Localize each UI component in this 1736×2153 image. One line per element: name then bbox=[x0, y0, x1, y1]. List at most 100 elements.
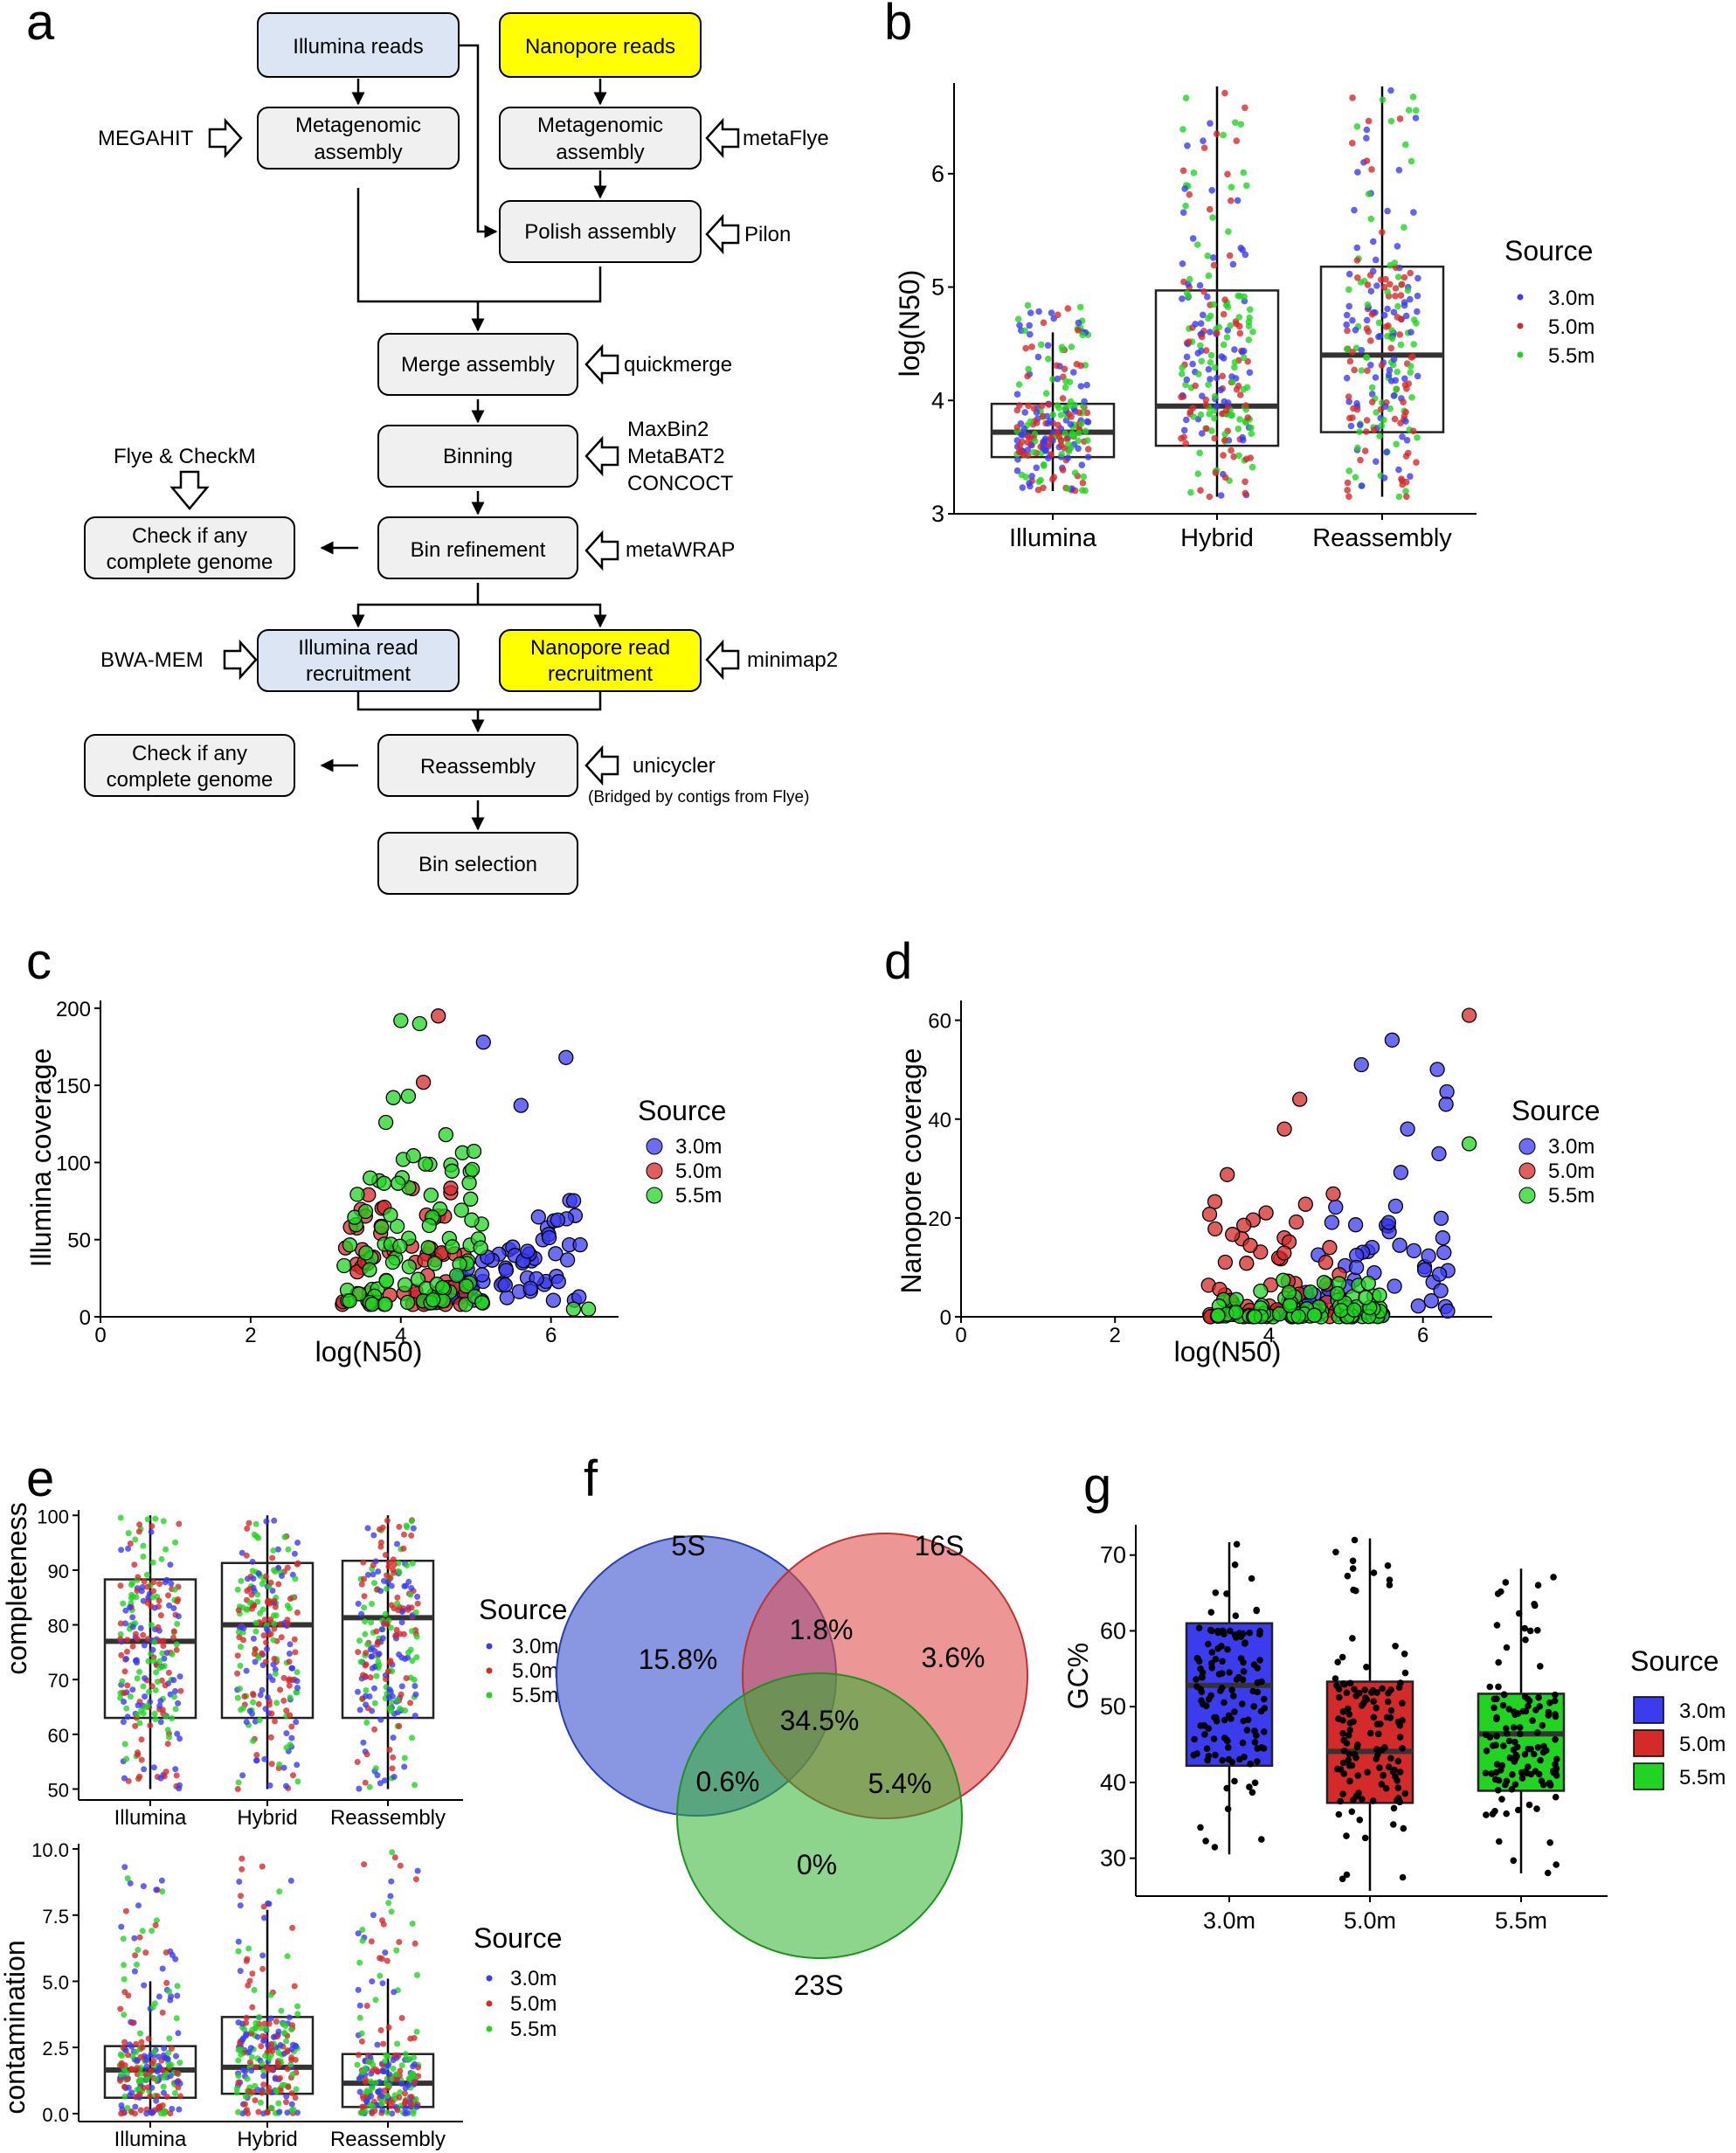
e_bottom-ytick-label: 5.0 bbox=[42, 1971, 69, 1993]
c-point bbox=[384, 1254, 401, 1270]
e_top-point bbox=[119, 1678, 126, 1685]
bin-refinement-box bbox=[377, 516, 578, 579]
b-point bbox=[1228, 373, 1235, 380]
e_top-point bbox=[412, 1782, 418, 1789]
e_bottom-point bbox=[289, 1924, 296, 1931]
e_top-point bbox=[283, 1707, 290, 1714]
d-point bbox=[1289, 1214, 1304, 1230]
b-point bbox=[1376, 433, 1383, 440]
e_bottom-ytick-label: 2.5 bbox=[42, 2038, 69, 2060]
b-point bbox=[1075, 445, 1082, 453]
g-point bbox=[1378, 1781, 1386, 1788]
b-point bbox=[1382, 323, 1390, 330]
b-point bbox=[1233, 137, 1241, 144]
e_bottom-point bbox=[124, 1875, 131, 1882]
e_top-ytick-label: 90 bbox=[48, 1561, 69, 1582]
e_top-point bbox=[409, 1734, 415, 1741]
b-point bbox=[1228, 412, 1235, 419]
b-point bbox=[1217, 492, 1225, 499]
e_top-point bbox=[265, 1597, 272, 1604]
b-point bbox=[1368, 398, 1376, 406]
e_bottom-point bbox=[282, 2023, 289, 2029]
b-point bbox=[1199, 430, 1206, 437]
g-point bbox=[1346, 1720, 1354, 1727]
e_top-point bbox=[154, 1679, 161, 1686]
c-point bbox=[412, 1015, 427, 1032]
e_top-point bbox=[362, 1672, 369, 1679]
g-point bbox=[1386, 1582, 1394, 1589]
b-point bbox=[1363, 135, 1370, 142]
e_top-point bbox=[259, 1686, 266, 1693]
b-point bbox=[1397, 419, 1404, 427]
e_bottom-point bbox=[238, 2051, 245, 2058]
arrow-icon bbox=[584, 343, 619, 385]
g-point bbox=[1515, 1610, 1523, 1617]
e_bottom-point bbox=[166, 1988, 173, 1995]
e_top-point bbox=[121, 1699, 128, 1705]
c-point bbox=[559, 1252, 576, 1268]
e_top-ytick-label: 100 bbox=[37, 1506, 69, 1527]
g-point bbox=[1552, 1793, 1560, 1801]
c-point bbox=[420, 1240, 436, 1256]
b-point bbox=[1343, 345, 1351, 353]
e_bottom-point bbox=[156, 1993, 163, 2000]
g-point bbox=[1503, 1777, 1511, 1785]
g-point bbox=[1502, 1579, 1510, 1586]
b-point bbox=[1241, 489, 1249, 497]
g-point bbox=[1539, 1781, 1547, 1789]
e_bottom-point bbox=[372, 2080, 379, 2087]
e_top-point bbox=[141, 1766, 148, 1773]
c-point bbox=[418, 1156, 433, 1172]
c-xlabel: log(N50) bbox=[315, 1336, 423, 1367]
e_bottom-point bbox=[133, 2040, 140, 2047]
e_top-point bbox=[122, 1607, 129, 1614]
b-point bbox=[1196, 281, 1204, 289]
g-point bbox=[1399, 1700, 1406, 1707]
g-point bbox=[1336, 1693, 1343, 1701]
e_top-point bbox=[117, 1636, 124, 1643]
e_bottom-point bbox=[288, 2101, 295, 2108]
g-legend-5m: 5.0m bbox=[1679, 1733, 1726, 1756]
e_top-point bbox=[294, 1561, 301, 1568]
e_bottom-point bbox=[127, 1880, 134, 1886]
b-point bbox=[1231, 363, 1238, 371]
b-point bbox=[1045, 356, 1052, 363]
d-legend-55m: 5.5m bbox=[1548, 1184, 1594, 1208]
e_top-point bbox=[125, 1530, 132, 1537]
e_top-point bbox=[170, 1677, 177, 1684]
e_top-point bbox=[396, 1723, 403, 1729]
d-point bbox=[1306, 1307, 1322, 1323]
e_bottom-point bbox=[117, 2005, 124, 2012]
g-legend-3m: 3.0m bbox=[1679, 1700, 1726, 1723]
e_top-point bbox=[283, 1730, 290, 1737]
e_top-point bbox=[164, 1741, 171, 1748]
b-point bbox=[1024, 439, 1031, 447]
e_bottom-point bbox=[402, 2090, 408, 2097]
b-point bbox=[1398, 280, 1406, 288]
g-point bbox=[1243, 1727, 1251, 1734]
b-point bbox=[1241, 104, 1248, 112]
e_bottom-point bbox=[414, 1867, 421, 1874]
d-point bbox=[1436, 1244, 1452, 1261]
b-point bbox=[1055, 405, 1062, 412]
e_top-point bbox=[135, 1749, 141, 1756]
e_top-point bbox=[137, 1624, 144, 1631]
b-point bbox=[1198, 333, 1206, 341]
g-point bbox=[1385, 1689, 1392, 1697]
b-point bbox=[1189, 360, 1196, 368]
e-top-legend-title: Source bbox=[479, 1594, 567, 1625]
g-point bbox=[1208, 1649, 1216, 1656]
e_bottom-point bbox=[252, 2082, 259, 2089]
venn-16s-23s: 5.4% bbox=[868, 1768, 932, 1799]
c-point bbox=[336, 1257, 352, 1274]
e_top-point bbox=[373, 1672, 380, 1679]
b-point bbox=[1047, 418, 1054, 425]
e_bottom-point bbox=[402, 2105, 409, 2112]
e_top-point bbox=[284, 1564, 291, 1571]
d-point bbox=[1290, 1308, 1306, 1325]
g-point bbox=[1345, 1711, 1353, 1718]
e_top-point bbox=[172, 1706, 179, 1713]
e_top-point bbox=[355, 1649, 362, 1656]
b-point bbox=[1209, 254, 1217, 261]
e_bottom-point bbox=[279, 2081, 286, 2088]
